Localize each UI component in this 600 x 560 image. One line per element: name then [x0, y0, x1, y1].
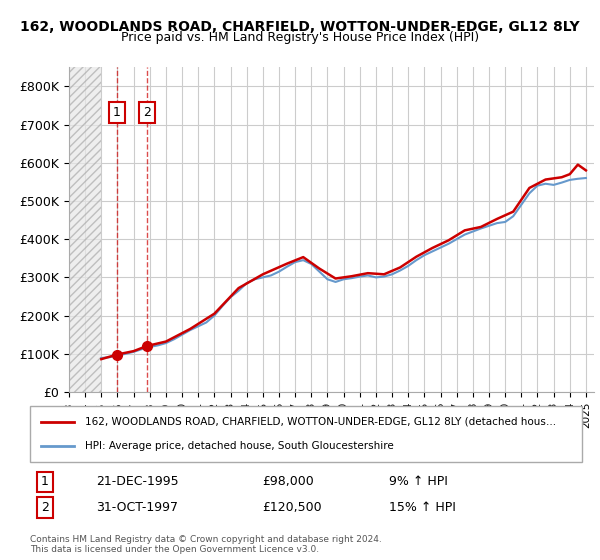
Text: 2: 2: [41, 501, 49, 514]
Text: 15% ↑ HPI: 15% ↑ HPI: [389, 501, 455, 514]
Text: 162, WOODLANDS ROAD, CHARFIELD, WOTTON-UNDER-EDGE, GL12 8LY: 162, WOODLANDS ROAD, CHARFIELD, WOTTON-U…: [20, 20, 580, 34]
Text: 1: 1: [41, 475, 49, 488]
FancyBboxPatch shape: [30, 406, 582, 462]
Text: Price paid vs. HM Land Registry's House Price Index (HPI): Price paid vs. HM Land Registry's House …: [121, 31, 479, 44]
Text: Contains HM Land Registry data © Crown copyright and database right 2024.
This d: Contains HM Land Registry data © Crown c…: [30, 535, 382, 554]
Text: 31-OCT-1997: 31-OCT-1997: [96, 501, 178, 514]
Text: 2: 2: [143, 106, 151, 119]
Text: £120,500: £120,500: [262, 501, 322, 514]
Text: 162, WOODLANDS ROAD, CHARFIELD, WOTTON-UNDER-EDGE, GL12 8LY (detached hous…: 162, WOODLANDS ROAD, CHARFIELD, WOTTON-U…: [85, 417, 556, 427]
Text: 9% ↑ HPI: 9% ↑ HPI: [389, 475, 448, 488]
Bar: [69, 67, 101, 392]
Text: £98,000: £98,000: [262, 475, 314, 488]
Text: 21-DEC-1995: 21-DEC-1995: [96, 475, 179, 488]
Bar: [69, 67, 101, 392]
Text: HPI: Average price, detached house, South Gloucestershire: HPI: Average price, detached house, Sout…: [85, 441, 394, 451]
Text: 1: 1: [113, 106, 121, 119]
